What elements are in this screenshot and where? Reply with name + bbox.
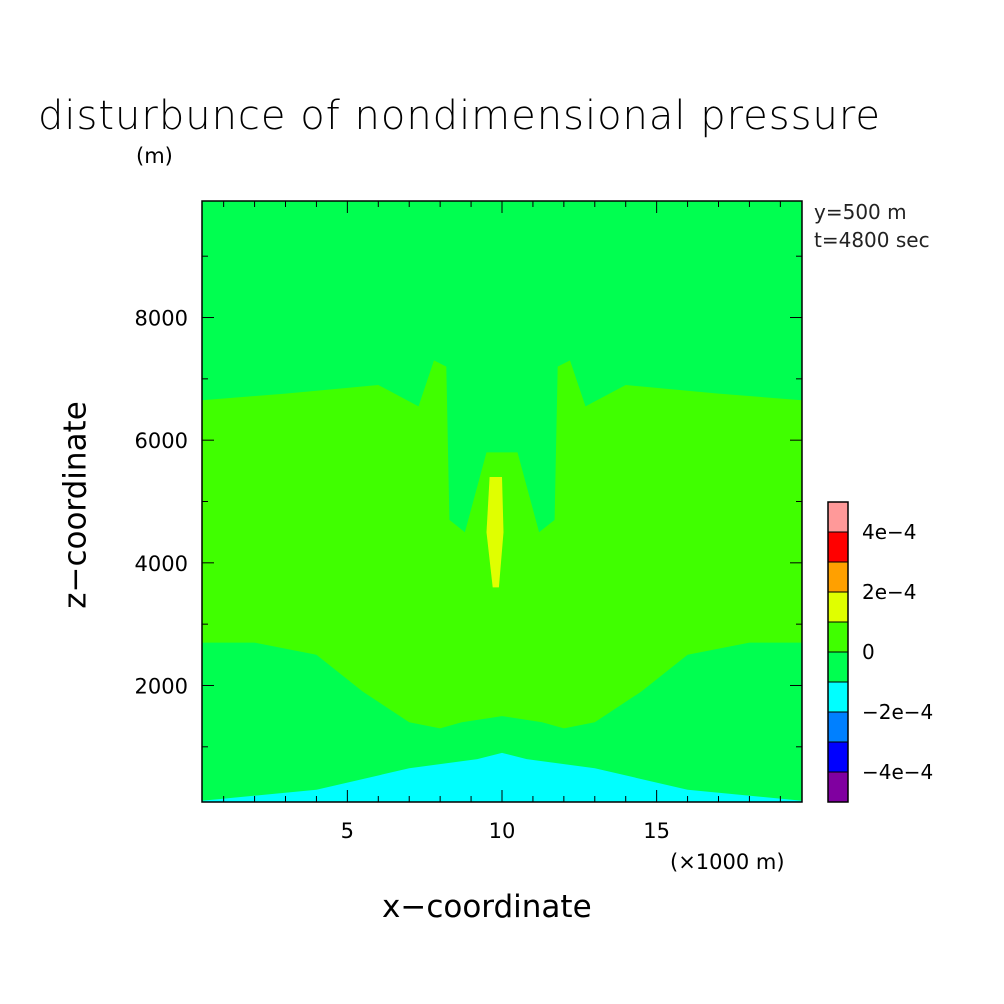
y-tick-label: 4000	[135, 552, 188, 576]
colorbar-swatch	[827, 651, 849, 683]
colorbar-swatch	[827, 531, 849, 563]
y-tick-label: 8000	[135, 307, 188, 331]
colorbar-frame	[827, 501, 849, 803]
contour-region-center-core	[486, 477, 504, 588]
colorbar-label: 4e−4	[862, 520, 917, 544]
annotation-t: t=4800 sec	[814, 228, 930, 252]
colorbar-swatch	[827, 711, 849, 743]
colorbar-swatch	[827, 741, 849, 773]
colorbar-label: 0	[862, 640, 875, 664]
contour-region-surface-low	[202, 752, 802, 802]
colorbar-swatch	[827, 681, 849, 713]
contour-region-center-column	[488, 348, 499, 447]
x-unit-label: (×1000 m)	[670, 850, 785, 874]
colorbar-swatch	[827, 501, 849, 533]
x-tick-label: 10	[489, 819, 516, 843]
chart-title: disturbunce of nondimensional pressure	[38, 93, 881, 139]
y-unit-label: (m)	[136, 144, 173, 168]
y-tick-label: 6000	[135, 429, 188, 453]
y-tick-label: 2000	[135, 674, 188, 698]
colorbar-label: 2e−4	[862, 580, 917, 604]
x-axis-label: x−coordinate	[382, 889, 592, 925]
x-tick-label: 5	[341, 819, 354, 843]
colorbar-label: −2e−4	[862, 700, 933, 724]
colorbar-label: −4e−4	[862, 760, 933, 784]
colorbar-swatch	[827, 771, 849, 803]
colorbar-swatch	[827, 561, 849, 593]
annotation-y: y=500 m	[814, 200, 907, 224]
x-tick-label: 15	[643, 819, 670, 843]
colorbar-swatch	[827, 591, 849, 623]
colorbar-swatch	[827, 621, 849, 653]
